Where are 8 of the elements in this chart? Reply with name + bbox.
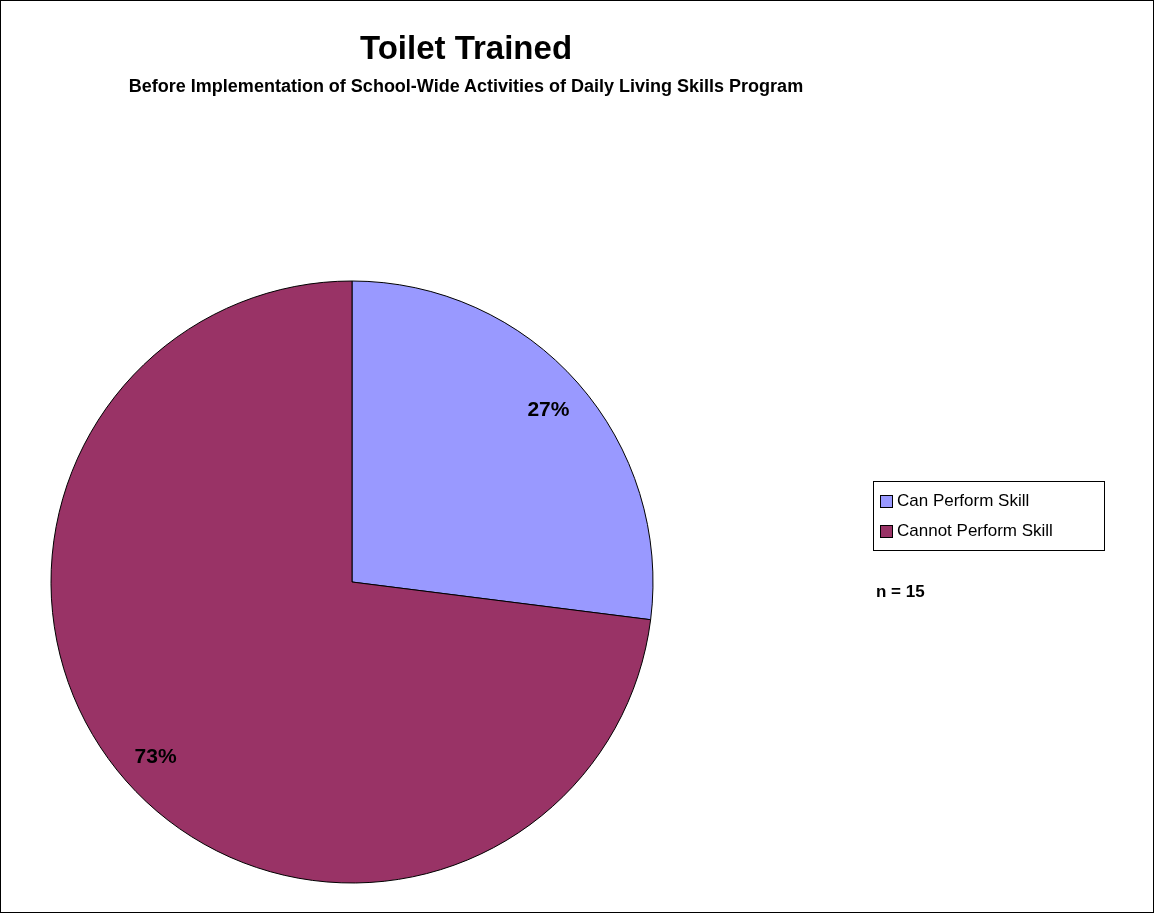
data-label: 73% — [134, 743, 177, 767]
pie-slice — [50, 280, 652, 884]
legend-label: Can Perform Skill — [897, 491, 1030, 511]
data-label: 27% — [527, 397, 570, 421]
legend-label: Cannot Perform Skill — [897, 521, 1053, 541]
text: n = 15 — [876, 582, 925, 602]
chart-subtitle: Before Implementation of School-Wide Activities of Daily Living Skills Program — [127, 76, 805, 97]
chart-title: Toilet Trained — [358, 29, 574, 67]
